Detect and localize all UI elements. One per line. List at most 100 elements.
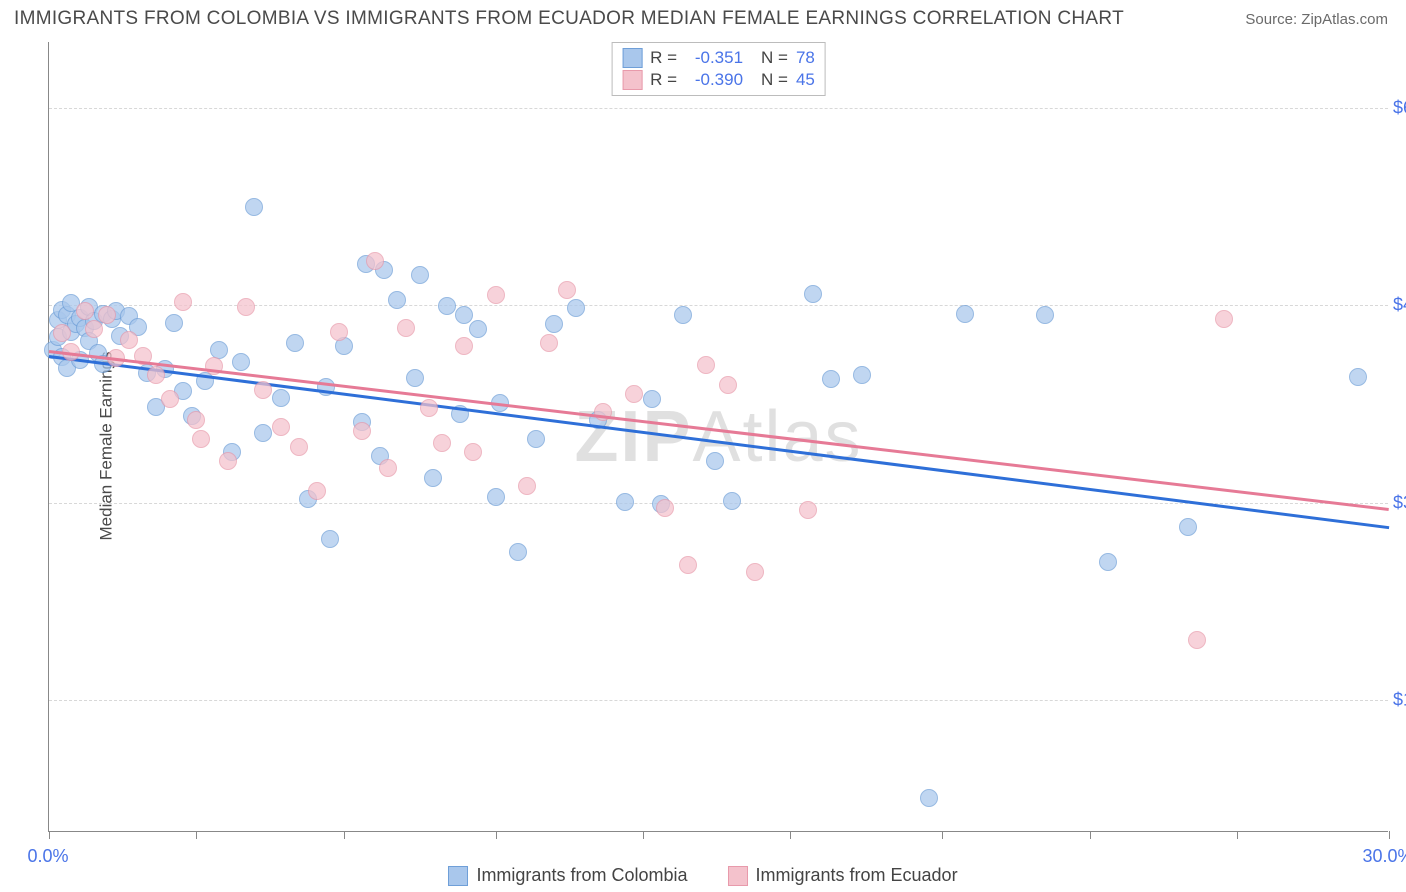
data-point (455, 306, 473, 324)
data-point (527, 430, 545, 448)
data-point (147, 366, 165, 384)
data-point (625, 385, 643, 403)
legend-r-value: -0.351 (685, 48, 743, 68)
y-tick-label: $15,000 (1393, 690, 1406, 711)
y-tick-label: $45,000 (1393, 295, 1406, 316)
data-point (433, 434, 451, 452)
data-point (1349, 368, 1367, 386)
x-tick (1090, 831, 1091, 839)
data-point (308, 482, 326, 500)
x-tick (344, 831, 345, 839)
data-point (254, 424, 272, 442)
data-point (165, 314, 183, 332)
data-point (656, 499, 674, 517)
series-legend-item: Immigrants from Ecuador (728, 865, 958, 886)
legend-n-label: N = (761, 48, 788, 68)
source-prefix: Source: (1245, 11, 1301, 28)
data-point (219, 452, 237, 470)
chart-header: IMMIGRANTS FROM COLOMBIA VS IMMIGRANTS F… (0, 0, 1406, 34)
legend-n-value: 78 (796, 48, 815, 68)
x-tick (496, 831, 497, 839)
data-point (187, 411, 205, 429)
data-point (509, 543, 527, 561)
data-point (1179, 518, 1197, 536)
data-point (1215, 310, 1233, 328)
data-point (643, 390, 661, 408)
data-point (518, 477, 536, 495)
data-point (540, 334, 558, 352)
source-name: ZipAtlas.com (1301, 11, 1388, 28)
x-tick (643, 831, 644, 839)
data-point (464, 443, 482, 461)
data-point (232, 353, 250, 371)
data-point (799, 501, 817, 519)
legend-r-value: -0.390 (685, 70, 743, 90)
gridline (49, 108, 1388, 109)
x-tick (942, 831, 943, 839)
series-legend-label: Immigrants from Colombia (476, 865, 687, 886)
data-point (558, 281, 576, 299)
data-point (719, 376, 737, 394)
data-point (353, 422, 371, 440)
legend-swatch (728, 866, 748, 886)
correlation-legend: R =-0.351N =78R =-0.390N =45 (611, 42, 826, 96)
data-point (746, 563, 764, 581)
legend-swatch (622, 70, 642, 90)
source-attribution: Source: ZipAtlas.com (1245, 11, 1388, 28)
legend-swatch (622, 48, 642, 68)
chart-title: IMMIGRANTS FROM COLOMBIA VS IMMIGRANTS F… (14, 8, 1124, 30)
x-tick (1237, 831, 1238, 839)
gridline (49, 700, 1388, 701)
data-point (706, 452, 724, 470)
data-point (567, 299, 585, 317)
data-point (272, 418, 290, 436)
data-point (379, 459, 397, 477)
data-point (366, 252, 384, 270)
y-tick-label: $60,000 (1393, 97, 1406, 118)
series-legend-item: Immigrants from Colombia (448, 865, 687, 886)
data-point (76, 302, 94, 320)
x-tick (49, 831, 50, 839)
data-point (438, 297, 456, 315)
x-tick (196, 831, 197, 839)
data-point (920, 789, 938, 807)
data-point (192, 430, 210, 448)
data-point (956, 305, 974, 323)
data-point (674, 306, 692, 324)
data-point (120, 331, 138, 349)
data-point (245, 198, 263, 216)
data-point (406, 369, 424, 387)
data-point (723, 492, 741, 510)
data-point (85, 320, 103, 338)
trend-line (49, 350, 1389, 510)
data-point (174, 293, 192, 311)
scatter-chart: ZIPAtlas R =-0.351N =78R =-0.390N =45 $1… (48, 42, 1388, 832)
data-point (330, 323, 348, 341)
data-point (822, 370, 840, 388)
data-point (321, 530, 339, 548)
x-tick (790, 831, 791, 839)
y-tick-label: $30,000 (1393, 492, 1406, 513)
series-legend: Immigrants from Colombia Immigrants from … (0, 865, 1406, 886)
data-point (469, 320, 487, 338)
data-point (1099, 553, 1117, 571)
data-point (616, 493, 634, 511)
data-point (53, 324, 71, 342)
data-point (388, 291, 406, 309)
series-legend-label: Immigrants from Ecuador (756, 865, 958, 886)
data-point (487, 286, 505, 304)
data-point (697, 356, 715, 374)
correlation-legend-row: R =-0.390N =45 (622, 69, 815, 91)
data-point (853, 366, 871, 384)
x-tick-label: 30.0% (1362, 846, 1406, 867)
data-point (455, 337, 473, 355)
data-point (290, 438, 308, 456)
data-point (1036, 306, 1054, 324)
data-point (804, 285, 822, 303)
legend-swatch (448, 866, 468, 886)
data-point (679, 556, 697, 574)
legend-n-label: N = (761, 70, 788, 90)
data-point (98, 306, 116, 324)
correlation-legend-row: R =-0.351N =78 (622, 47, 815, 69)
data-point (161, 390, 179, 408)
